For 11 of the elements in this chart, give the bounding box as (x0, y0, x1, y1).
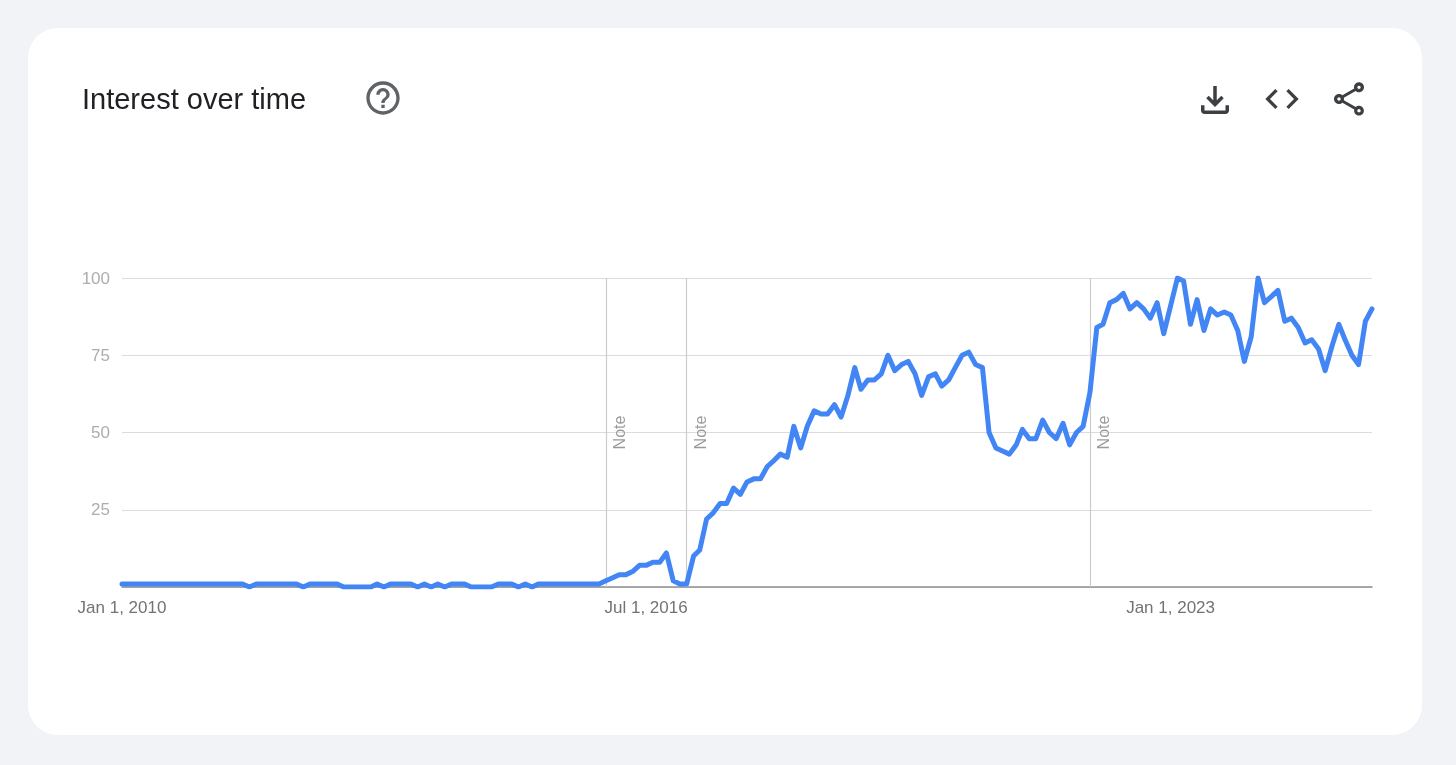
x-tick-label: Jan 1, 2023 (1126, 598, 1216, 617)
y-tick-label: 25 (91, 500, 110, 520)
ref-line-label: Note (611, 415, 629, 450)
ref-line-label: Note (1095, 415, 1113, 450)
chart-title: Interest over time (82, 82, 307, 117)
x-tick-label: Jul 1, 2016 (604, 598, 688, 617)
y-tick-label: 100 (81, 268, 110, 288)
x-tick-label: Jan 1, 2010 (77, 598, 167, 617)
y-tick-label: 50 (91, 423, 110, 442)
y-tick-label: 75 (91, 345, 110, 365)
ref-line-label: Note (692, 415, 710, 450)
